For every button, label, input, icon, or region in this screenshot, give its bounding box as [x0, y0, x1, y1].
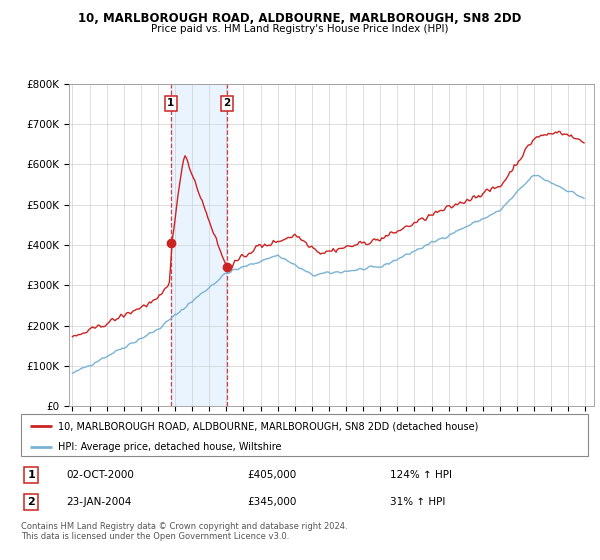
- Text: 2: 2: [28, 497, 35, 507]
- Text: 2: 2: [224, 99, 231, 108]
- Text: HPI: Average price, detached house, Wiltshire: HPI: Average price, detached house, Wilt…: [58, 442, 281, 452]
- Text: 23-JAN-2004: 23-JAN-2004: [67, 497, 132, 507]
- Text: 02-OCT-2000: 02-OCT-2000: [67, 470, 134, 480]
- Text: 31% ↑ HPI: 31% ↑ HPI: [389, 497, 445, 507]
- Text: Price paid vs. HM Land Registry's House Price Index (HPI): Price paid vs. HM Land Registry's House …: [151, 24, 449, 34]
- Text: 1: 1: [167, 99, 175, 108]
- Text: 10, MARLBOROUGH ROAD, ALDBOURNE, MARLBOROUGH, SN8 2DD (detached house): 10, MARLBOROUGH ROAD, ALDBOURNE, MARLBOR…: [58, 421, 478, 431]
- Text: Contains HM Land Registry data © Crown copyright and database right 2024.
This d: Contains HM Land Registry data © Crown c…: [21, 522, 347, 542]
- Text: 1: 1: [28, 470, 35, 480]
- Text: 10, MARLBOROUGH ROAD, ALDBOURNE, MARLBOROUGH, SN8 2DD: 10, MARLBOROUGH ROAD, ALDBOURNE, MARLBOR…: [79, 12, 521, 25]
- Text: £345,000: £345,000: [248, 497, 297, 507]
- Text: £405,000: £405,000: [248, 470, 297, 480]
- Bar: [171, 84, 227, 406]
- Text: 124% ↑ HPI: 124% ↑ HPI: [389, 470, 452, 480]
